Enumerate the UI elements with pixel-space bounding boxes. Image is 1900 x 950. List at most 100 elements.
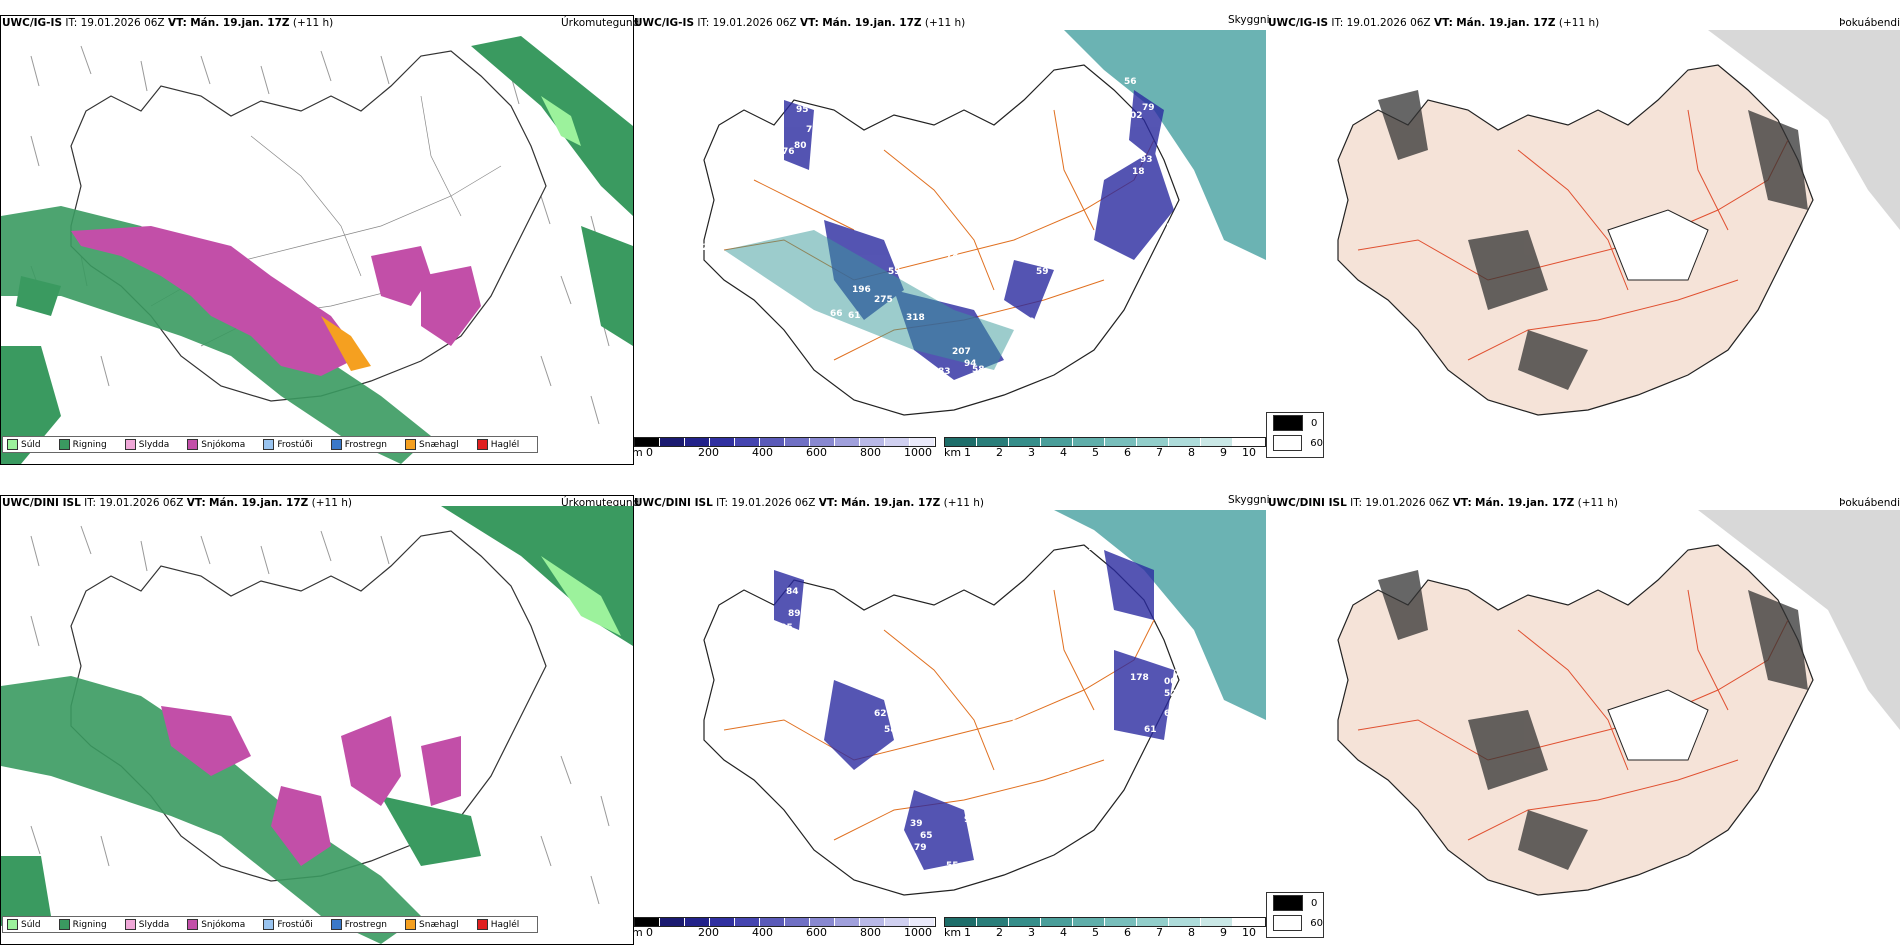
svg-text:190: 190	[1016, 317, 1035, 327]
colorbar-tick: 800	[860, 446, 881, 459]
fog-legend-2: 0 60	[1266, 892, 1324, 938]
fog-map-1[interactable]	[1268, 30, 1900, 435]
precip-legend-1: Súld Rigning Slydda Snjókoma Frostúði Fr…	[2, 436, 539, 453]
precip-map-2[interactable]	[0, 495, 634, 945]
value-labels: 84 89 105 62 58 88 21 201 141 112 130 16…	[774, 543, 1193, 871]
glacier	[1607, 689, 1709, 761]
svg-text:63: 63	[1164, 709, 1177, 719]
svg-text:79: 79	[914, 843, 927, 853]
legend-item-rain: Rigning	[58, 919, 107, 930]
svg-text:73: 73	[1174, 669, 1187, 679]
svg-text:95: 95	[796, 105, 809, 115]
header-row2-precip: UWC/DINI ISL IT: 19.01.2026 06Z VT: Mán.…	[2, 497, 352, 509]
svg-text:61: 61	[848, 311, 861, 321]
svg-text:94: 94	[964, 359, 977, 369]
visibility-colorbar-1: km 1 2 3 4 5 6 7 8 9 10	[944, 437, 1266, 461]
svg-text:61: 61	[808, 771, 821, 781]
roads	[1357, 109, 1789, 361]
svg-text:165: 165	[1052, 765, 1071, 775]
precip-map-1[interactable]	[0, 15, 634, 465]
glacier	[1607, 209, 1709, 281]
header-row1-precip: UWC/IG-IS IT: 19.01.2026 06Z VT: Mán. 19…	[2, 17, 333, 29]
svg-text:178: 178	[1130, 673, 1149, 683]
svg-text:58: 58	[972, 365, 985, 375]
colorbar-tick: 9	[1220, 926, 1227, 939]
svg-text:207: 207	[952, 347, 971, 357]
vt-label: VT:	[1452, 497, 1472, 509]
lead-time: (+11 h)	[924, 17, 966, 29]
svg-text:318: 318	[906, 313, 925, 323]
svg-text:78: 78	[946, 251, 959, 261]
legend-item-freezing-rain: Frostregn	[330, 439, 387, 450]
colorbar-tick: 5	[1092, 446, 1099, 459]
header-row2-fog: UWC/DINI ISL IT: 19.01.2026 06Z VT: Mán.…	[1268, 497, 1618, 509]
svg-text:117: 117	[1054, 323, 1073, 333]
fog-areas	[1378, 570, 1808, 870]
colorbar-unit: m	[632, 926, 643, 939]
panel-title-fog-1: Þokuábendi	[1839, 17, 1900, 29]
init-time: 19.01.2026 06Z	[1365, 497, 1450, 509]
legend-item-drizzle: Súld	[7, 919, 41, 930]
colorbar-tick: 1	[964, 446, 971, 459]
svg-text:55: 55	[946, 861, 959, 871]
legend-item-snow-pellets: Snæhagl	[405, 439, 459, 450]
valid-time: Mán. 19.jan. 17Z	[1475, 497, 1575, 509]
colorbar-tick: 600	[806, 446, 827, 459]
svg-text:18: 18	[916, 361, 929, 371]
colorbar-tick: 10	[1242, 926, 1256, 939]
valid-time: Mán. 19.jan. 17Z	[841, 497, 941, 509]
legend-item-snow: Snjókoma	[187, 919, 245, 930]
iceland-outline	[1337, 64, 1814, 416]
svg-text:90: 90	[964, 815, 977, 825]
colorbar-tick: 600	[806, 926, 827, 939]
visibility-map-2[interactable]: 84 89 105 62 58 88 21 201 141 112 130 16…	[634, 510, 1266, 915]
init-time: 19.01.2026 06Z	[731, 497, 816, 509]
vt-label: VT:	[186, 497, 206, 509]
colorbar-tick: 6	[1124, 446, 1131, 459]
fog-sea	[1708, 30, 1900, 230]
legend-item-hail: Haglél	[476, 439, 519, 450]
svg-text:79: 79	[1142, 103, 1155, 113]
svg-text:84: 84	[786, 587, 799, 597]
svg-text:105: 105	[774, 623, 793, 633]
model-name: UWC/DINI ISL	[634, 497, 713, 509]
precip-legend-2: Súld Rigning Slydda Snjókoma Frostúði Fr…	[2, 916, 539, 933]
cloud-base-colorbar-2: m 0 200 400 600 800 1000	[632, 917, 936, 941]
colorbar-tick: 4	[1060, 446, 1067, 459]
low-visibility-sea	[1064, 30, 1266, 260]
svg-text:65: 65	[1174, 213, 1187, 223]
fog-map-2[interactable]	[1268, 510, 1900, 915]
model-name: UWC/IG-IS	[1268, 17, 1329, 29]
vt-label: VT:	[167, 17, 187, 29]
fog-legend-max: 60	[1310, 437, 1323, 449]
roads	[1357, 589, 1789, 841]
svg-text:68: 68	[826, 763, 839, 773]
visibility-map-1[interactable]: 95 71 80 76 58 59 78 196 275 318 64 66 6…	[634, 30, 1266, 435]
visibility-colorbar-2: km 1 2 3 4 5 6 7 8 9 10	[944, 917, 1266, 941]
svg-text:62: 62	[874, 709, 887, 719]
svg-text:88: 88	[940, 713, 953, 723]
vt-label: VT:	[1433, 17, 1453, 29]
model-name: UWC/IG-IS	[2, 17, 63, 29]
vt-label: VT:	[818, 497, 838, 509]
svg-text:29: 29	[1096, 129, 1109, 139]
header-row2-vis: UWC/DINI ISL IT: 19.01.2026 06Z VT: Mán.…	[634, 497, 984, 509]
svg-text:59: 59	[888, 267, 901, 277]
valid-time: Mán. 19.jan. 17Z	[822, 17, 922, 29]
colorbar-unit: km	[944, 446, 962, 459]
colorbar-tick: 4	[1060, 926, 1067, 939]
roads	[723, 589, 1155, 841]
svg-text:28: 28	[702, 243, 715, 253]
svg-text:89: 89	[788, 609, 801, 619]
fog-sea	[1698, 510, 1900, 730]
colorbar-tick: 8	[1188, 926, 1195, 939]
colorbar-tick: 800	[860, 926, 881, 939]
svg-text:64: 64	[808, 317, 821, 327]
valid-time: Mán. 19.jan. 17Z	[1456, 17, 1556, 29]
colorbar-unit: m	[632, 446, 643, 459]
it-label: IT:	[1350, 497, 1363, 509]
value-labels: 95 71 80 76 58 59 78 196 275 318 64 66 6…	[702, 77, 1193, 401]
model-name: UWC/DINI ISL	[1268, 497, 1347, 509]
colorbar-tick: 7	[1156, 926, 1163, 939]
colorbar-tick: 6	[1124, 926, 1131, 939]
